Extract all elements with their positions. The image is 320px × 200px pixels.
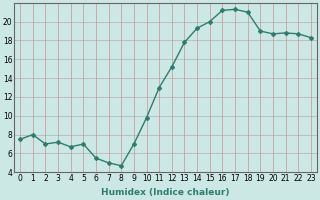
X-axis label: Humidex (Indice chaleur): Humidex (Indice chaleur): [101, 188, 230, 197]
